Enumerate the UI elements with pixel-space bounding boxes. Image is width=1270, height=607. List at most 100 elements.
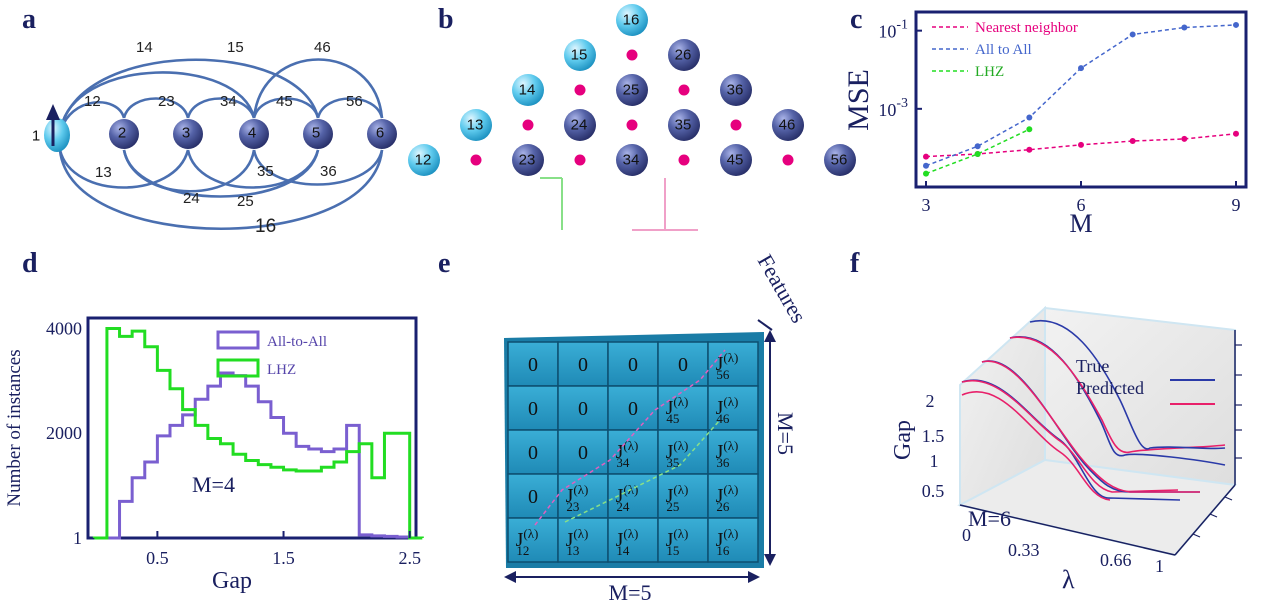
panel-f-xlabel: λ bbox=[1062, 565, 1075, 594]
c-data-point bbox=[923, 154, 929, 160]
c-ytick-label: 10-3 bbox=[878, 96, 908, 120]
grid-cell-zero: 0 bbox=[678, 354, 688, 376]
c-data-point bbox=[1026, 147, 1032, 153]
panel-d-chart: 0.5 1.5 2.5 1 2000 4000 Number of instances G… bbox=[4, 318, 422, 594]
legend-nearest-neighbor: Nearest neighbor bbox=[975, 20, 1078, 36]
plaquette-dot bbox=[471, 155, 482, 166]
node-5: 5 bbox=[303, 119, 333, 149]
qubit-label: 12 bbox=[415, 152, 432, 169]
panel-f-ztick-0.5: 0.5 bbox=[922, 481, 945, 501]
d-ytick-label: 1 bbox=[73, 528, 82, 548]
node-1: 1 bbox=[32, 104, 70, 152]
legend-d-lhz: LHZ bbox=[267, 362, 296, 378]
qubit-label: 14 bbox=[519, 82, 536, 99]
grid-cell-zero: 0 bbox=[578, 398, 588, 420]
arc-label-34: 34 bbox=[220, 93, 237, 110]
arc-label-14: 14 bbox=[136, 39, 153, 56]
panel-e-m-bottom: M=5 bbox=[609, 580, 652, 605]
node-label-4: 4 bbox=[248, 125, 256, 142]
panel-label-d: d bbox=[22, 248, 38, 279]
grid-cell-zero: 0 bbox=[528, 398, 538, 420]
panel-d-legend: All-to-All LHZ bbox=[218, 332, 327, 378]
d-xtick-label: 1.5 bbox=[272, 548, 295, 568]
panel-d-ylabel: Number of instances bbox=[4, 349, 25, 506]
panel-f-ztick-1.5: 1.5 bbox=[922, 426, 945, 446]
grid-cell-zero: 0 bbox=[578, 354, 588, 376]
qubit-label: 15 bbox=[571, 47, 588, 64]
c-data-point bbox=[1130, 31, 1136, 37]
legend-predicted: Predicted bbox=[1076, 378, 1144, 398]
panel-label-f: f bbox=[850, 248, 860, 279]
panel-d-frame bbox=[88, 318, 416, 538]
panel-f-xtick-1: 1 bbox=[1155, 556, 1164, 576]
legend-d-all-to-all: All-to-All bbox=[267, 334, 327, 350]
grid-cell-zero: 0 bbox=[628, 354, 638, 376]
arc-label-13: 13 bbox=[95, 164, 112, 181]
node-2: 2 bbox=[109, 119, 139, 149]
arc-label-25: 25 bbox=[237, 193, 254, 210]
plaquette-dot bbox=[679, 155, 690, 166]
panel-f-zlabel: Gap bbox=[890, 420, 916, 460]
qubit-label: 23 bbox=[519, 152, 536, 169]
qubit-label: 13 bbox=[467, 117, 484, 134]
c-data-point bbox=[975, 143, 981, 149]
node-label-3: 3 bbox=[182, 125, 190, 142]
panel-a-nodes: 1 2 3 4 5 6 bbox=[32, 104, 397, 152]
qubit-label: 16 bbox=[623, 12, 640, 29]
plaquette-dot bbox=[627, 50, 638, 61]
qubit-label: 25 bbox=[623, 82, 640, 99]
node-label-1: 1 bbox=[32, 128, 40, 145]
node-label-2: 2 bbox=[118, 125, 126, 142]
c-ytick-label: 10-1 bbox=[878, 18, 908, 42]
qubit-label: 36 bbox=[727, 82, 744, 99]
plaquette-dot bbox=[731, 120, 742, 131]
panel-f-xtick-0.33: 0.33 bbox=[1008, 540, 1040, 560]
panel-d-xlabel: Gap bbox=[212, 568, 252, 594]
qubit-label: 56 bbox=[831, 152, 848, 169]
grid-cell-zero: 0 bbox=[528, 442, 538, 464]
panel-label-c: c bbox=[850, 4, 862, 35]
plaquette-dot bbox=[679, 85, 690, 96]
panel-c-ylabel: MSE bbox=[842, 69, 875, 131]
arc-label-45: 45 bbox=[276, 93, 293, 110]
qubit-label: 35 bbox=[675, 117, 692, 134]
node-4: 4 bbox=[239, 119, 269, 149]
qubit-label: 45 bbox=[727, 152, 744, 169]
panel-a-arcs bbox=[60, 60, 382, 229]
qubit-label: 34 bbox=[623, 152, 640, 169]
grid-cell-zero: 0 bbox=[528, 486, 538, 508]
grid-cell-zero: 0 bbox=[528, 354, 538, 376]
arc-label-24: 24 bbox=[183, 190, 200, 207]
qubit-label: 46 bbox=[779, 117, 796, 134]
panel-b-lhz-triangle: 1615 2614 25 3613 24 35 4612 23 34 45 56 bbox=[408, 4, 856, 230]
node-6: 6 bbox=[367, 119, 397, 149]
plaquette-dot bbox=[575, 155, 586, 166]
arc-label-15: 15 bbox=[227, 39, 244, 56]
arc-label-12: 12 bbox=[84, 93, 101, 110]
panel-f-chart: True Predicted Gap 2 1.5 1 0.5 M=6 0 0.3… bbox=[890, 308, 1242, 594]
c-xtick-label: 3 bbox=[922, 195, 931, 215]
arc-label-46: 46 bbox=[314, 39, 331, 56]
plaquette-dot bbox=[523, 120, 534, 131]
c-data-point bbox=[923, 163, 929, 169]
qubit-label: 24 bbox=[571, 117, 588, 134]
node-label-6: 6 bbox=[376, 125, 384, 142]
plaquette-dot bbox=[575, 85, 586, 96]
panel-f-ztick-2: 2 bbox=[926, 391, 935, 411]
plaquette-dot bbox=[783, 155, 794, 166]
panel-f-annotation: M=6 bbox=[968, 506, 1011, 531]
legend-all-to-all: All to All bbox=[975, 42, 1032, 58]
panel-f-ztick-1: 1 bbox=[930, 451, 939, 471]
c-data-point bbox=[975, 151, 981, 157]
legend-true: True bbox=[1076, 356, 1109, 376]
c-data-point bbox=[923, 171, 929, 177]
panel-e-m-right: M=5 bbox=[773, 412, 798, 455]
plaquette-dot bbox=[627, 120, 638, 131]
panel-c-legend: Nearest neighbor All to All LHZ bbox=[932, 20, 1078, 80]
panel-c-xlabel: M bbox=[1069, 209, 1092, 238]
panel-f-xtick-0: 0 bbox=[962, 525, 971, 545]
panel-d-annotation: M=4 bbox=[192, 472, 235, 497]
c-data-point bbox=[1026, 114, 1032, 120]
c-data-point bbox=[1026, 126, 1032, 132]
